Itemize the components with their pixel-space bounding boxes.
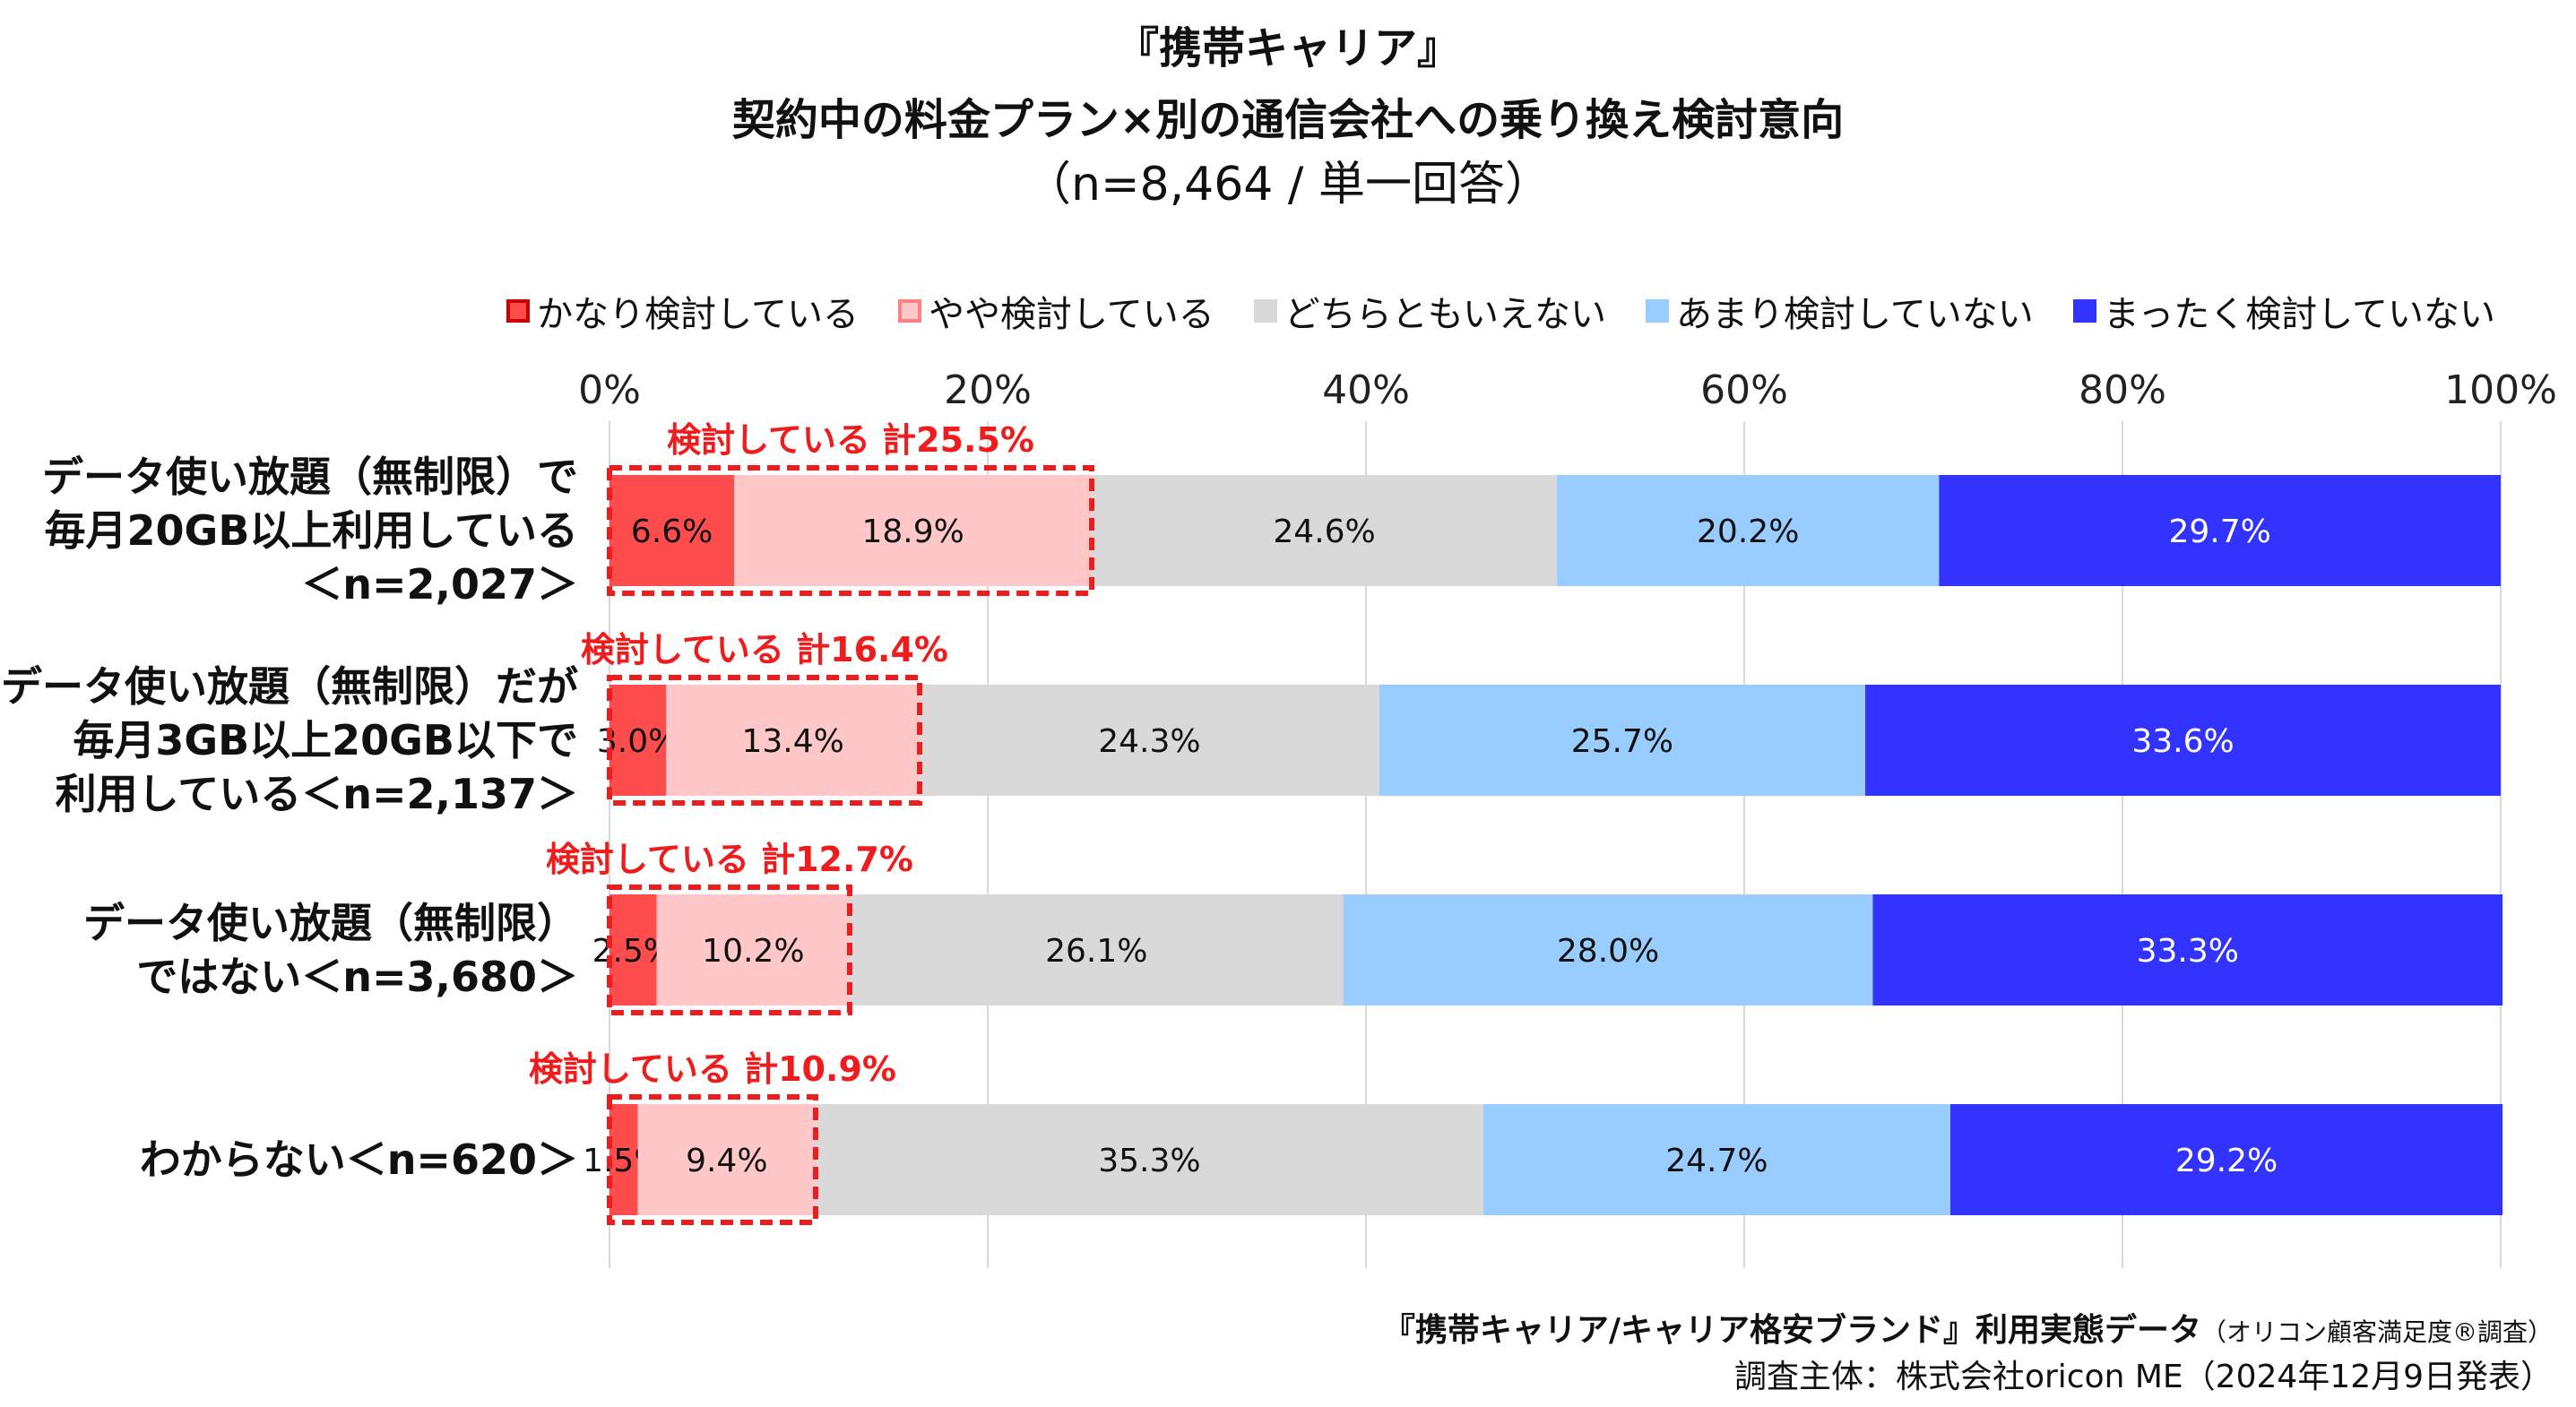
highlight-box [607, 1094, 818, 1225]
bar-segment [656, 894, 850, 1006]
annotation-total: 検討している 計16.4% [581, 630, 948, 669]
legend-item: どちらともいえない [1253, 285, 1606, 337]
chart-title: 『携帯キャリア』 [1115, 23, 1460, 73]
bar-segment [1482, 1104, 1950, 1215]
data-label: 26.1% [1045, 933, 1147, 970]
x-tick-label: 80% [2079, 367, 2166, 413]
legend-item: まったく検討していない [2072, 285, 2495, 337]
category-label: 利用している＜n=2,137＞ [56, 770, 578, 818]
footer-source-main: 『携帯キャリア/キャリア格安ブランド』利用実態データ [1382, 1312, 2201, 1349]
category-label: データ使い放題（無制限） [83, 899, 578, 947]
data-label: 9.4% [686, 1143, 767, 1179]
bar-segment [637, 1104, 816, 1215]
data-label: 13.4% [741, 723, 843, 760]
data-label: 24.3% [1098, 723, 1200, 760]
annotation-total: 検討している 計25.5% [667, 420, 1034, 460]
data-label: 25.7% [1571, 723, 1673, 760]
data-label: 33.3% [2137, 933, 2239, 970]
category-label: データ使い放題（無制限）だが [1, 662, 578, 711]
bar-segment [609, 1104, 638, 1215]
category-label: 毎月20GB以上利用している [45, 506, 578, 555]
bar-segment [666, 685, 921, 796]
footer-source: 『携帯キャリア/キャリア格安ブランド』利用実態データ（オリコン顧客満足度®調査） [1383, 1308, 2553, 1355]
chart-sample-size: （n=8,464 / 単一回答） [1024, 158, 1552, 211]
bar-segment [1865, 685, 2501, 796]
highlight-box [607, 465, 1095, 596]
category-label: 毎月3GB以上20GB以下で [73, 716, 578, 764]
data-label: 28.0% [1557, 933, 1659, 970]
bar-segment [1343, 894, 1873, 1006]
data-label: 20.2% [1697, 514, 1799, 550]
highlight-box [607, 885, 852, 1015]
chart-subtitle: 契約中の料金プラン×別の通信会社への乗り換え検討意向 [731, 95, 1845, 145]
legend-label: どちらともいえない [1284, 294, 1606, 335]
legend-label: かなり検討している [537, 294, 859, 335]
legend-label: まったく検討していない [2103, 294, 2495, 335]
bar-segment [1872, 894, 2503, 1006]
data-label: 24.7% [1665, 1143, 1768, 1179]
bar-segment [1949, 1104, 2503, 1215]
legend-swatch [1645, 299, 1669, 323]
annotation-total: 検討している 計12.7% [546, 840, 913, 879]
data-label: 33.6% [2131, 723, 2234, 760]
data-label: 29.2% [2175, 1143, 2278, 1179]
bar-segment [609, 894, 657, 1006]
bar-segment [815, 1104, 1483, 1215]
bar-segment [1557, 475, 1940, 586]
data-label: 35.3% [1098, 1143, 1200, 1179]
legend-item: かなり検討している [506, 285, 859, 337]
annotation-total: 検討している 計10.9% [529, 1049, 896, 1089]
bar-segment [1379, 685, 1866, 796]
data-label: 6.6% [631, 514, 713, 550]
category-label: データ使い放題（無制限）で [42, 453, 578, 501]
footer-organizer: 調査主体：株式会社oricon ME（2024年12月9日発表） [1733, 1359, 2553, 1395]
legend-label: やや検討している [928, 294, 1215, 335]
bar-segment [609, 685, 667, 796]
legend: かなり検討している やや検討している どちらともいえない あまり検討していない … [506, 285, 2495, 337]
bar-segment [1939, 475, 2501, 586]
data-label: 18.9% [861, 514, 964, 550]
data-label: 24.6% [1273, 514, 1375, 550]
category-label: わからない＜n=620＞ [140, 1135, 578, 1184]
footer-source-sub: （オリコン顧客満足度®調査） [2200, 1317, 2553, 1347]
x-tick-label: 40% [1322, 367, 1410, 413]
x-tick-label: 20% [944, 367, 1032, 413]
x-tick-label: 0% [578, 367, 641, 413]
legend-swatch [506, 299, 531, 323]
highlight-box [607, 675, 923, 806]
legend-item: やや検討している [897, 285, 1215, 337]
bar-segment [849, 894, 1344, 1006]
data-label: 10.2% [702, 933, 804, 970]
bar-segment [1092, 475, 1558, 586]
legend-label: あまり検討していない [1675, 294, 2034, 335]
legend-swatch [2072, 299, 2096, 323]
bar-segment [609, 475, 735, 586]
bar-segment [920, 685, 1379, 796]
category-label: ではない＜n=3,680＞ [136, 953, 578, 1001]
legend-swatch [897, 299, 921, 323]
category-label: ＜n=2,027＞ [301, 560, 578, 609]
legend-item: あまり検討していない [1645, 285, 2034, 337]
x-tick-label: 60% [1700, 367, 1788, 413]
legend-swatch [1253, 299, 1277, 323]
data-label: 29.7% [2168, 514, 2270, 550]
bar-segment [734, 475, 1093, 586]
stacked-bar-chart: 0% 20% 40% 60% 80% 100% データ使い放題（無制限）で毎月20GB以上利… [1, 367, 2557, 1268]
x-tick-label: 100% [2444, 367, 2557, 413]
